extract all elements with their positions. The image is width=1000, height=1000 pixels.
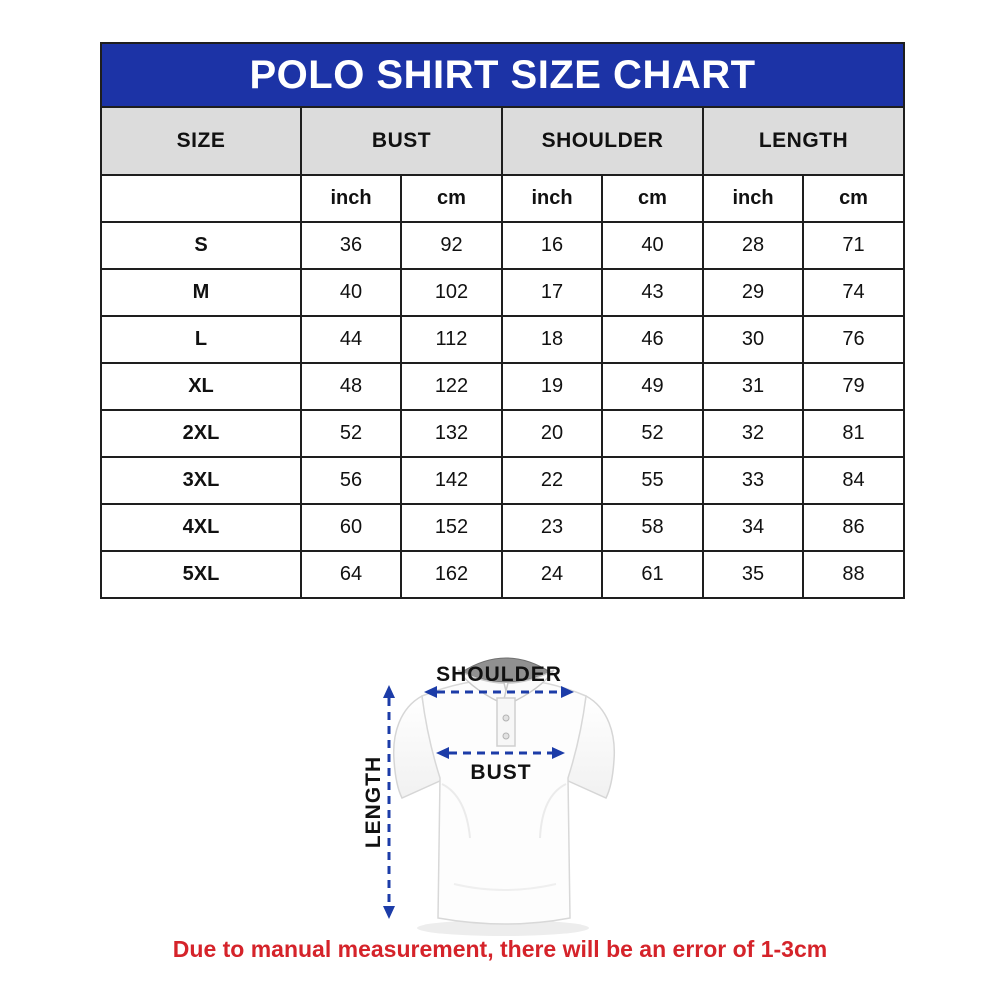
value-cell: 79 [801,362,906,411]
table-row-xl: XL 48 122 19 49 31 79 [100,362,906,411]
shirt-wrinkle [539,783,567,839]
value-cell: 20 [501,409,603,458]
value-cell: 40 [300,268,402,317]
value-cell: 132 [400,409,503,458]
value-cell: 92 [400,221,503,270]
value-cell: 49 [601,362,704,411]
value-cell: 88 [801,550,906,599]
value-cell: 162 [400,550,503,599]
length-arrow [383,685,395,919]
unit-blank-cell [100,174,302,223]
unit-header: cm [400,174,503,223]
shirt-wrinkle [453,883,557,891]
value-cell: 23 [501,503,603,552]
table-row-4xl: 4XL 60 152 23 58 34 86 [100,503,906,552]
size-cell: L [100,315,302,364]
value-cell: 60 [300,503,402,552]
value-cell: 61 [601,550,704,599]
value-cell: 32 [702,409,804,458]
column-header-size: SIZE [100,106,302,176]
value-cell: 22 [501,456,603,505]
chart-title: POLO SHIRT SIZE CHART [99,42,906,108]
value-cell: 35 [702,550,804,599]
value-cell: 30 [702,315,804,364]
unit-header: inch [501,174,603,223]
size-cell: M [100,268,302,317]
size-chart-table: POLO SHIRT SIZE CHART SIZE BUST SHOULDER… [99,42,906,599]
value-cell: 74 [801,268,906,317]
value-cell: 52 [601,409,704,458]
value-cell: 17 [501,268,603,317]
unit-header: inch [300,174,402,223]
shirt-shadow [417,920,589,936]
value-cell: 52 [300,409,402,458]
value-cell: 102 [400,268,503,317]
unit-header-row: inch cm inch cm inch cm [100,174,906,223]
value-cell: 36 [300,221,402,270]
size-cell: 3XL [100,456,302,505]
shirt-wrinkle [441,783,471,839]
size-cell: S [100,221,302,270]
size-cell: XL [100,362,302,411]
value-cell: 71 [801,221,906,270]
shirt-button [502,714,510,722]
unit-header: cm [601,174,704,223]
column-header-bust: BUST [300,106,503,176]
size-cell: 5XL [100,550,302,599]
value-cell: 112 [400,315,503,364]
value-cell: 86 [801,503,906,552]
banner-row: POLO SHIRT SIZE CHART [99,42,906,108]
column-header-length: LENGTH [701,106,906,176]
value-cell: 29 [702,268,804,317]
value-cell: 56 [300,456,402,505]
value-cell: 16 [501,221,603,270]
value-cell: 76 [801,315,906,364]
value-cell: 152 [400,503,503,552]
value-cell: 40 [601,221,704,270]
value-cell: 48 [300,362,402,411]
value-cell: 46 [601,315,704,364]
value-cell: 18 [501,315,603,364]
shoulder-arrow [424,686,574,698]
table-row-l: L 44 112 18 46 30 76 [100,315,906,364]
shirt-placket [496,697,516,747]
value-cell: 28 [702,221,804,270]
value-cell: 55 [601,456,704,505]
value-cell: 31 [702,362,804,411]
value-cell: 34 [702,503,804,552]
measurement-disclaimer: Due to manual measurement, there will be… [172,936,828,962]
value-cell: 81 [801,409,906,458]
group-header-row: SIZE BUST SHOULDER LENGTH [100,106,906,176]
shoulder-label: SHOULDER [436,663,562,686]
shirt-button [502,732,510,740]
value-cell: 58 [601,503,704,552]
bust-label: BUST [470,761,531,784]
unit-header: cm [801,174,906,223]
table-row-3xl: 3XL 56 142 22 55 33 84 [100,456,906,505]
bust-arrow [436,747,565,759]
unit-header: inch [702,174,804,223]
column-header-shoulder: SHOULDER [501,106,704,176]
value-cell: 24 [501,550,603,599]
value-cell: 43 [601,268,704,317]
value-cell: 122 [400,362,503,411]
value-cell: 84 [801,456,906,505]
size-cell: 2XL [100,409,302,458]
table-row-m: M 40 102 17 43 29 74 [100,268,906,317]
value-cell: 19 [501,362,603,411]
size-cell: 4XL [100,503,302,552]
length-label: LENGTH [362,756,385,848]
value-cell: 44 [300,315,402,364]
table-row-2xl: 2XL 52 132 20 52 32 81 [100,409,906,458]
polo-shirt-measurement-diagram: SHOULDER BUST LENGTH [362,657,616,936]
table-row-5xl: 5XL 64 162 24 61 35 88 [100,550,906,599]
value-cell: 142 [400,456,503,505]
table-row-s: S 36 92 16 40 28 71 [100,221,906,270]
value-cell: 64 [300,550,402,599]
value-cell: 33 [702,456,804,505]
